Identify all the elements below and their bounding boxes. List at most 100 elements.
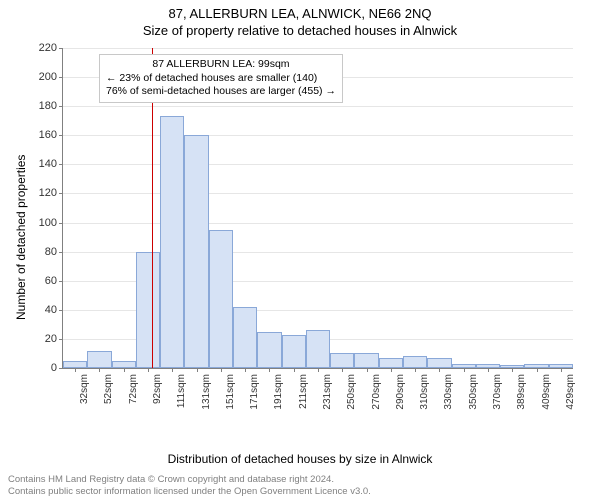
x-tick	[342, 368, 343, 372]
gridline	[63, 164, 573, 165]
x-tick	[172, 368, 173, 372]
x-tick-label: 310sqm	[419, 374, 430, 410]
x-tick-label: 151sqm	[225, 374, 236, 410]
gridline	[63, 223, 573, 224]
x-tick-label: 290sqm	[395, 374, 406, 410]
x-tick-label: 370sqm	[492, 374, 503, 410]
y-tick-label: 80	[45, 246, 57, 258]
annotation-line: 87 ALLERBURN LEA: 99sqm	[106, 58, 336, 72]
gridline	[63, 106, 573, 107]
x-tick-label: 330sqm	[443, 374, 454, 410]
y-tick	[59, 48, 63, 49]
gridline	[63, 193, 573, 194]
y-tick	[59, 281, 63, 282]
histogram-bar	[306, 330, 330, 368]
histogram-bar	[160, 116, 184, 368]
y-tick-label: 60	[45, 275, 57, 287]
y-tick-label: 160	[39, 129, 57, 141]
histogram-bar	[63, 361, 87, 368]
plot-region: 02040608010012014016018020022032sqm52sqm…	[62, 48, 573, 369]
y-tick-label: 220	[39, 42, 57, 54]
histogram-bar	[209, 230, 233, 368]
y-tick	[59, 193, 63, 194]
y-tick-label: 140	[39, 158, 57, 170]
footer-attribution: Contains HM Land Registry data © Crown c…	[8, 474, 592, 498]
y-tick	[59, 252, 63, 253]
x-tick-label: 211sqm	[298, 374, 309, 409]
y-tick	[59, 223, 63, 224]
histogram-bar	[136, 252, 160, 368]
x-tick	[124, 368, 125, 372]
x-tick-label: 429sqm	[565, 374, 576, 410]
page-subtitle: Size of property relative to detached ho…	[0, 21, 600, 38]
histogram-bar	[87, 351, 111, 368]
y-tick	[59, 368, 63, 369]
annotation-box: 87 ALLERBURN LEA: 99sqm← 23% of detached…	[99, 54, 343, 103]
x-tick	[512, 368, 513, 372]
x-tick	[245, 368, 246, 372]
x-tick	[99, 368, 100, 372]
x-tick-label: 52sqm	[103, 374, 114, 404]
footer-line: Contains public sector information licen…	[8, 486, 592, 498]
annotation-line: ← 23% of detached houses are smaller (14…	[106, 72, 336, 86]
annotation-line: 76% of semi-detached houses are larger (…	[106, 85, 336, 99]
y-tick	[59, 339, 63, 340]
y-tick-label: 40	[45, 304, 57, 316]
x-tick-label: 131sqm	[201, 374, 212, 410]
histogram-bar	[354, 353, 378, 368]
y-tick-label: 0	[51, 362, 57, 374]
x-tick-label: 72sqm	[128, 374, 139, 404]
x-tick-label: 92sqm	[152, 374, 163, 404]
x-tick	[464, 368, 465, 372]
x-tick-label: 389sqm	[516, 374, 527, 410]
page-title: 87, ALLERBURN LEA, ALNWICK, NE66 2NQ	[0, 0, 600, 21]
x-tick-label: 270sqm	[371, 374, 382, 410]
histogram-bar	[184, 135, 208, 368]
x-tick	[439, 368, 440, 372]
x-tick-label: 171sqm	[249, 374, 260, 410]
x-tick-label: 231sqm	[322, 374, 333, 410]
x-tick	[415, 368, 416, 372]
x-tick	[269, 368, 270, 372]
x-tick	[318, 368, 319, 372]
y-tick	[59, 164, 63, 165]
histogram-bar	[403, 356, 427, 368]
x-tick	[561, 368, 562, 372]
y-tick	[59, 310, 63, 311]
y-axis-label: Number of detached properties	[14, 155, 28, 320]
y-tick	[59, 135, 63, 136]
x-tick-label: 191sqm	[273, 374, 284, 410]
y-tick-label: 180	[39, 100, 57, 112]
x-tick-label: 111sqm	[176, 374, 187, 408]
y-tick	[59, 106, 63, 107]
x-tick-label: 409sqm	[541, 374, 552, 410]
histogram-bar	[233, 307, 257, 368]
x-axis-label: Distribution of detached houses by size …	[0, 452, 600, 466]
x-tick	[391, 368, 392, 372]
x-tick	[367, 368, 368, 372]
x-tick	[537, 368, 538, 372]
x-tick-label: 350sqm	[468, 374, 479, 410]
footer-line: Contains HM Land Registry data © Crown c…	[8, 474, 592, 486]
y-tick-label: 20	[45, 333, 57, 345]
x-tick	[488, 368, 489, 372]
histogram-bar	[257, 332, 281, 368]
histogram-bar	[379, 358, 403, 368]
y-tick-label: 120	[39, 187, 57, 199]
y-tick-label: 100	[39, 217, 57, 229]
x-tick	[294, 368, 295, 372]
chart-area: 02040608010012014016018020022032sqm52sqm…	[62, 48, 572, 418]
y-tick	[59, 77, 63, 78]
histogram-bar	[282, 335, 306, 368]
x-tick-label: 250sqm	[346, 374, 357, 410]
x-tick	[221, 368, 222, 372]
x-tick	[75, 368, 76, 372]
y-tick-label: 200	[39, 71, 57, 83]
gridline	[63, 48, 573, 49]
histogram-bar	[330, 353, 354, 368]
histogram-bar	[112, 361, 136, 368]
x-tick	[197, 368, 198, 372]
x-tick-label: 32sqm	[79, 374, 90, 404]
x-tick	[148, 368, 149, 372]
histogram-bar	[427, 358, 451, 368]
